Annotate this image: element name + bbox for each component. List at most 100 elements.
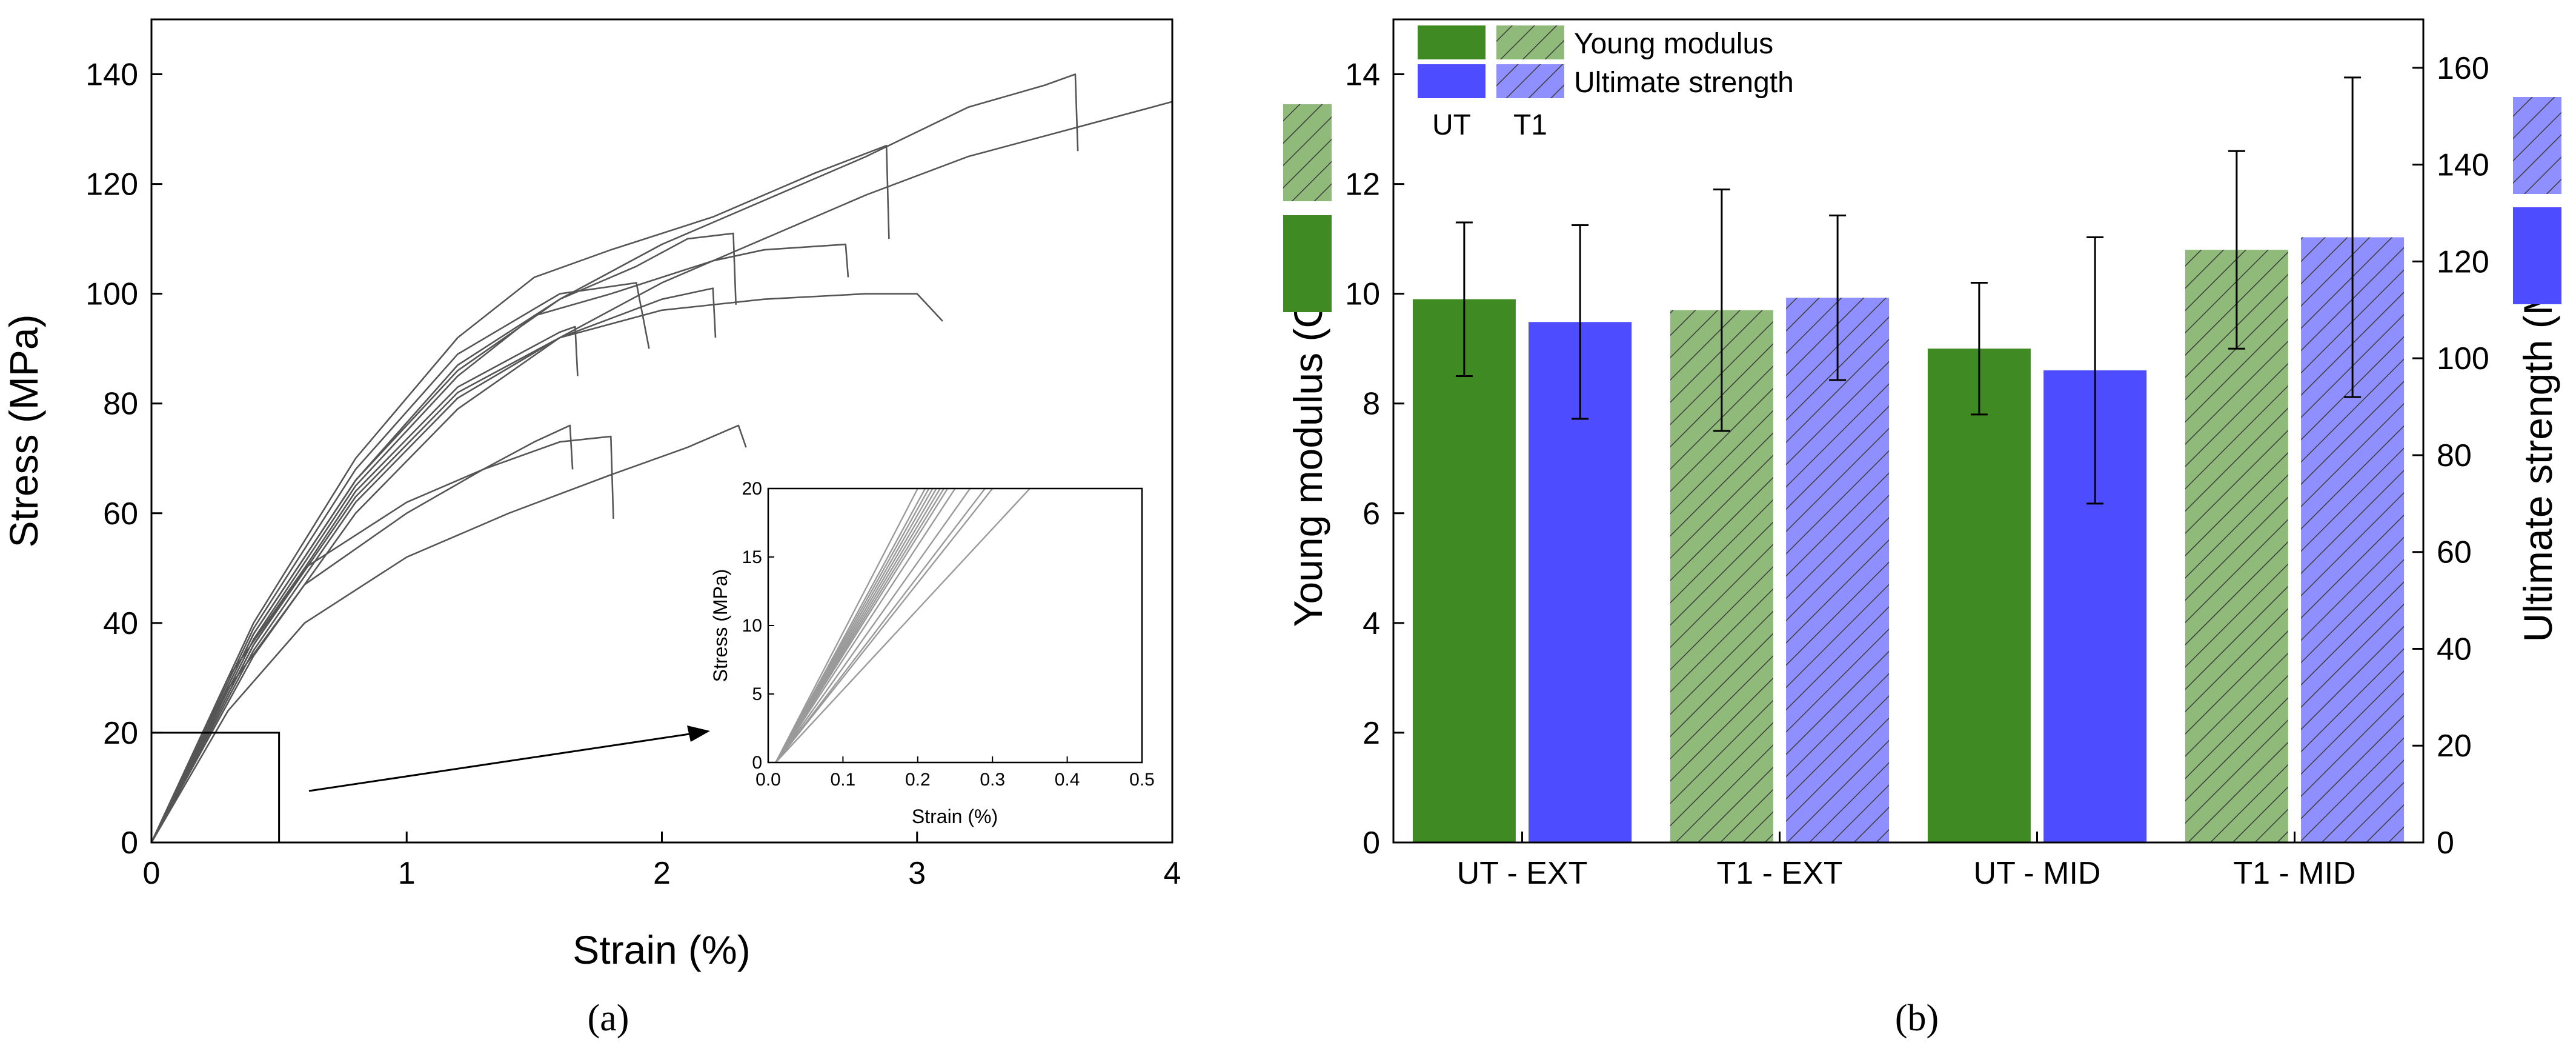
y2-tick-label-b: 60 xyxy=(2437,535,2472,570)
left-axis-swatch-solid xyxy=(1283,215,1332,312)
error-bar-young-modulus-4 xyxy=(2228,150,2245,350)
inset-y-tick-label: 15 xyxy=(742,547,762,567)
inset-plot: 0 5 10 15 20 0.0 0.1 0.2 0.3 0.4 0.5 Stress (MPa)… xyxy=(709,479,1155,827)
inset-x-tick-label: 0.3 xyxy=(980,770,1005,790)
y2-tick-label-b: 0 xyxy=(2437,826,2454,861)
stress-strain-curve-7 xyxy=(150,282,650,843)
y2-tick-label-b: 40 xyxy=(2437,632,2472,667)
x-axis-title-a: Strain (%) xyxy=(573,927,750,972)
stress-strain-curve-10 xyxy=(150,435,614,843)
y-tick-label-b: 12 xyxy=(1345,167,1380,202)
y-tick-label-b: 2 xyxy=(1363,716,1380,751)
x-tick-label-b: UT - MID xyxy=(1974,856,2101,891)
y-axis-ticks-a: 0 20 40 60 80 100 120 140 xyxy=(85,58,162,861)
inset-x-tick-label: 0.0 xyxy=(755,770,781,790)
inset-curve-12 xyxy=(775,488,994,763)
inset-x-tick-label: 0.4 xyxy=(1055,770,1080,790)
x-tick-label-a: 4 xyxy=(1164,856,1181,891)
x-tick-label-b: T1 - MID xyxy=(2233,856,2355,891)
zoom-arrow xyxy=(308,725,710,792)
inset-y-tick-label: 20 xyxy=(742,479,762,499)
stress-strain-curve-3 xyxy=(150,144,890,843)
inset-x-ticks: 0.0 0.1 0.2 0.3 0.4 0.5 xyxy=(755,756,1155,790)
y-tick-label-a: 120 xyxy=(85,167,138,202)
error-bar-ultimate-strength-1 xyxy=(1572,224,1589,420)
legend-column-ut: UT xyxy=(1432,109,1471,141)
legend-swatch-strength-ut xyxy=(1418,64,1486,98)
zoom-box xyxy=(150,732,281,844)
y-tick-label-a: 140 xyxy=(85,58,138,93)
stress-strain-curve-9 xyxy=(150,325,579,843)
y2-tick-label-b: 140 xyxy=(2437,148,2489,183)
y-tick-label-b: 6 xyxy=(1363,496,1380,532)
y-tick-label-a: 40 xyxy=(103,606,138,641)
stress-strain-curve-4 xyxy=(150,243,849,843)
inset-x-tick-label: 0.1 xyxy=(831,770,856,790)
stress-strain-curve-11 xyxy=(150,424,574,843)
y-axis-title-a: Stress (MPa) xyxy=(1,314,46,547)
inset-y-tick-label: 5 xyxy=(752,684,762,704)
inset-curve-13 xyxy=(775,488,1031,763)
inset-curve-8 xyxy=(775,488,949,763)
x-axis-ticks-a: 0 1 2 3 4 xyxy=(143,832,1181,891)
plot-frame-b xyxy=(1392,18,2425,844)
y-axis-ticks-b: 0 2 4 6 8 10 12 14 xyxy=(1345,58,1404,861)
x-tick-label-a: 3 xyxy=(908,856,926,891)
bar-young-modulus-3 xyxy=(1927,349,2031,842)
error-bar-young-modulus-2 xyxy=(1713,188,1730,432)
inset-y-ticks: 0 5 10 15 20 xyxy=(742,479,774,773)
inset-curve-11 xyxy=(775,488,986,763)
y-tick-label-a: 100 xyxy=(85,277,138,312)
stress-strain-curve-8 xyxy=(150,287,717,843)
y2-tick-label-b: 160 xyxy=(2437,51,2489,86)
legend-swatch-young-t1 xyxy=(1496,25,1564,59)
legend-label-young-modulus: Young modulus xyxy=(1574,28,1773,60)
error-bars xyxy=(1455,76,2362,505)
inset-curve-10 xyxy=(775,488,971,763)
y-tick-label-b: 8 xyxy=(1363,387,1380,422)
error-bar-young-modulus-1 xyxy=(1455,221,1473,377)
right-axis-swatch-hatched xyxy=(2513,97,2561,194)
legend-label-ultimate-strength: Ultimate strength xyxy=(1574,67,1794,99)
y2-tick-label-b: 20 xyxy=(2437,729,2472,764)
bar-young-modulus-1 xyxy=(1412,299,1516,842)
x-tick-label-a: 1 xyxy=(398,856,416,891)
panel-label-a: (a) xyxy=(588,998,629,1039)
inset-curve-9 xyxy=(775,488,956,763)
stress-strain-curves xyxy=(150,73,1173,843)
inset-y-tick-label: 10 xyxy=(742,616,762,636)
y2-tick-label-b: 100 xyxy=(2437,341,2489,376)
x-tick-label-a: 0 xyxy=(143,856,161,891)
bar-ultimate-strength-2 xyxy=(1786,298,1890,842)
y-tick-label-b: 10 xyxy=(1345,277,1380,312)
right-axis-swatch-solid xyxy=(2513,207,2561,304)
y-tick-label-b: 4 xyxy=(1363,606,1380,641)
stress-strain-curve-5 xyxy=(150,232,737,843)
inset-x-tick-label: 0.5 xyxy=(1129,770,1155,790)
inset-y-tick-label: 0 xyxy=(752,753,762,773)
x-tick-label-b: T1 - EXT xyxy=(1716,856,1842,891)
y2-tick-label-b: 120 xyxy=(2437,244,2489,279)
error-bar-ultimate-strength-4 xyxy=(2344,76,2362,398)
panel-label-b: (b) xyxy=(1895,998,1939,1039)
y-tick-label-a: 0 xyxy=(121,826,138,861)
stress-strain-curve-2 xyxy=(150,101,1173,843)
y2-axis-ticks-b: 0 20 40 60 80 100 120 140 160 xyxy=(2412,51,2489,861)
x-tick-label-b: UT - EXT xyxy=(1457,856,1588,891)
inset-curve-1 xyxy=(775,488,918,763)
inset-x-tick-label: 0.2 xyxy=(905,770,931,790)
y-tick-label-b: 0 xyxy=(1363,826,1380,861)
x-tick-label-a: 2 xyxy=(653,856,671,891)
inset-y-axis-title: Stress (MPa) xyxy=(709,569,731,682)
legend-swatch-strength-t1 xyxy=(1496,64,1564,98)
stress-strain-curve-6 xyxy=(150,293,943,843)
legend-column-t1: T1 xyxy=(1513,109,1547,141)
error-bar-ultimate-strength-2 xyxy=(1829,215,1847,381)
stress-strain-curve-12 xyxy=(150,424,747,843)
inset-curves xyxy=(775,488,1031,763)
legend-swatch-young-ut xyxy=(1418,25,1486,59)
y-tick-label-a: 60 xyxy=(103,496,138,532)
bars xyxy=(1412,237,2405,842)
